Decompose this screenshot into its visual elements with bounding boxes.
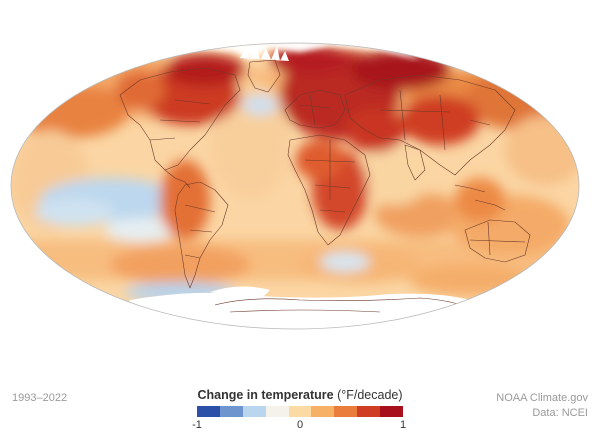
credit-data: Data: NCEI	[532, 407, 588, 419]
legend-color-swatch	[288, 406, 312, 417]
legend-tick-label: 1	[399, 419, 407, 431]
legend-ticks: -1 0 1	[192, 419, 407, 433]
world-temperature-map	[10, 42, 580, 330]
legend-color-swatch	[311, 406, 335, 417]
credit-source: NOAA Climate.gov	[496, 392, 588, 404]
map-canvas	[10, 42, 580, 330]
legend-color-swatch	[197, 406, 221, 417]
time-period-label: 1993–2022	[12, 392, 68, 404]
globe	[11, 43, 579, 329]
legend-color-swatch	[357, 406, 381, 417]
color-legend: Change in temperature (°F/decade) -1 0 1	[180, 388, 420, 433]
legend-title-unit: (°F/decade)	[333, 388, 403, 402]
legend-color-swatch	[265, 406, 290, 417]
legend-color-bar	[197, 406, 404, 417]
legend-tick-label: 0	[296, 419, 304, 431]
legend-color-swatch	[334, 406, 358, 417]
country-borders	[119, 59, 553, 313]
legend-color-swatch	[380, 406, 404, 417]
legend-tick-label: -1	[192, 419, 202, 431]
credits: NOAA Climate.gov Data: NCEI	[496, 391, 588, 421]
globe-outline	[10, 42, 580, 330]
legend-title: Change in temperature (°F/decade)	[180, 388, 420, 402]
legend-title-main: Change in temperature	[197, 388, 334, 402]
legend-color-swatch	[242, 406, 267, 417]
legend-color-swatch	[219, 406, 244, 417]
